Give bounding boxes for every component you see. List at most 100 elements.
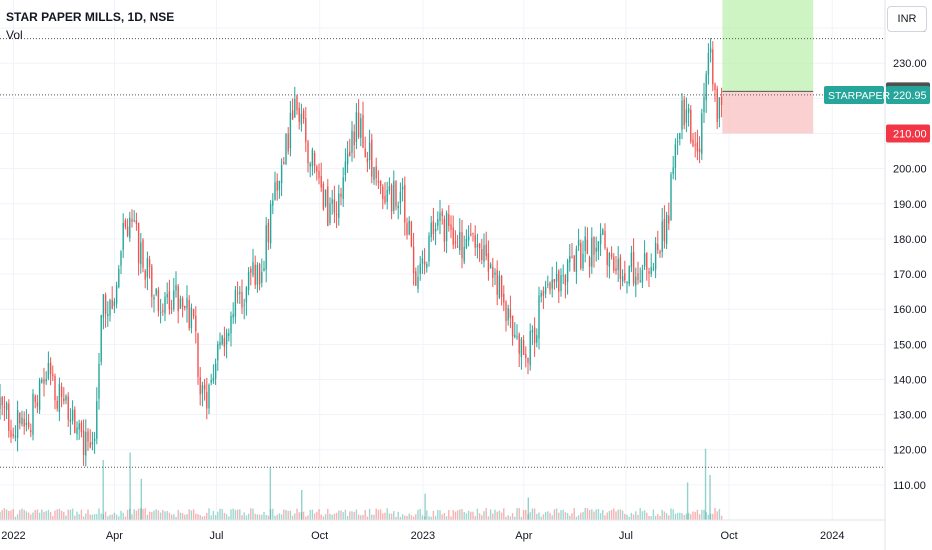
candle-body — [38, 379, 41, 410]
volume-bar — [602, 510, 604, 520]
volume-bar — [322, 516, 325, 520]
volume-bar — [232, 508, 234, 520]
volume-indicator-label[interactable]: Vol — [6, 28, 23, 42]
volume-bar — [278, 513, 281, 520]
volume-bar — [441, 514, 443, 520]
candle-body — [584, 236, 586, 252]
candle-body — [432, 220, 435, 235]
volume-spike — [424, 493, 426, 520]
candle-body — [668, 215, 670, 224]
candle-body — [340, 193, 342, 198]
candle-body — [225, 332, 228, 345]
volume-bar — [221, 509, 223, 520]
candle-body — [118, 268, 120, 288]
candle-body — [313, 152, 316, 166]
volume-bar — [382, 513, 384, 520]
candle-body — [113, 301, 116, 306]
candle-body — [234, 289, 237, 317]
candle-body — [434, 228, 437, 232]
candle-body — [120, 251, 122, 266]
volume-bar — [720, 515, 723, 520]
candle-body — [685, 109, 688, 123]
volume-bar — [613, 508, 615, 520]
candle-body — [305, 118, 307, 142]
volume-bar — [494, 509, 496, 520]
candle-body — [439, 212, 441, 221]
volume-bar — [184, 514, 186, 520]
candle-body — [32, 393, 34, 435]
candle-body — [483, 245, 485, 262]
candle-body — [507, 308, 509, 321]
volume-bar — [415, 514, 417, 520]
candle-body — [254, 264, 256, 285]
volume-bar — [434, 516, 437, 520]
candle-body — [632, 251, 635, 284]
volume-bar — [157, 510, 160, 520]
currency-button[interactable]: INR — [887, 6, 927, 32]
volume-bar — [536, 513, 538, 520]
candle-body — [514, 334, 516, 337]
volume-bar — [241, 515, 243, 520]
volume-bar — [353, 511, 355, 520]
candle-body — [236, 293, 239, 295]
candle-body — [195, 315, 197, 332]
volume-bar — [364, 509, 366, 520]
volume-bar — [36, 509, 39, 520]
volume-bar — [294, 513, 296, 520]
symbol-tag[interactable]: STARPAPER — [828, 90, 890, 102]
volume-bar — [520, 516, 523, 520]
volume-bar — [21, 508, 23, 520]
volume-bar — [346, 515, 349, 520]
volume-bar — [0, 511, 1, 520]
candle-body — [588, 257, 591, 267]
candle-body — [474, 235, 476, 248]
candle-body — [122, 223, 124, 250]
candle-body — [687, 108, 690, 113]
volume-bar — [696, 509, 699, 520]
candle-body — [412, 246, 415, 274]
candle-body — [503, 293, 505, 303]
volume-bar — [652, 509, 655, 520]
volume-bar — [670, 508, 672, 520]
candle-body — [489, 264, 492, 269]
candle-body — [639, 280, 641, 282]
volume-bar — [331, 514, 333, 520]
volume-bar — [267, 515, 270, 520]
candle-body — [265, 225, 267, 270]
candle-body — [140, 242, 142, 265]
volume-bar — [580, 512, 582, 520]
volume-bar — [175, 516, 177, 520]
candle-body — [8, 403, 10, 431]
volume-bar — [228, 516, 230, 520]
volume-bar — [375, 508, 377, 520]
candle-body — [186, 298, 188, 309]
candle-body — [74, 409, 76, 433]
candle-body — [540, 292, 542, 297]
volume-bar — [186, 514, 188, 520]
candle-body — [494, 272, 496, 275]
volume-bar — [368, 508, 371, 520]
candle-body — [276, 180, 278, 191]
candle-body — [353, 131, 355, 146]
candle-body — [146, 258, 149, 278]
candle-body — [96, 401, 98, 439]
y-tick-label: 170.00 — [893, 269, 927, 281]
candle-body — [404, 184, 406, 223]
target-zone[interactable] — [722, 0, 814, 92]
candle-body — [63, 398, 65, 402]
volume-bar — [82, 516, 85, 520]
candle-body — [602, 229, 604, 235]
candle-body — [78, 423, 80, 430]
candle-body — [190, 307, 193, 328]
candle-body — [450, 224, 452, 230]
volume-bar — [239, 509, 241, 520]
candle-body — [626, 282, 628, 284]
volume-bar — [379, 509, 382, 520]
candle-body — [509, 309, 512, 318]
volume-bar — [525, 509, 527, 520]
x-tick-label: 2024 — [820, 530, 844, 542]
volume-bar — [27, 512, 30, 520]
candle-body — [349, 151, 351, 156]
stop-zone[interactable] — [722, 91, 814, 134]
